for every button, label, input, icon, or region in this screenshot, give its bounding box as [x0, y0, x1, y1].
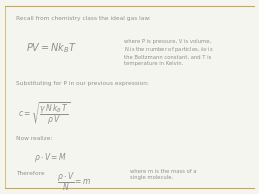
- Text: $c = \sqrt{\dfrac{\gamma\, N\, k_B\, T}{\rho\, V}}$: $c = \sqrt{\dfrac{\gamma\, N\, k_B\, T}{…: [18, 101, 71, 128]
- Text: $PV = Nk_B T$: $PV = Nk_B T$: [26, 41, 77, 55]
- Text: $\rho \cdot V = M$: $\rho \cdot V = M$: [34, 151, 67, 164]
- Text: Now realize:: Now realize:: [16, 136, 52, 141]
- Text: where P is pressure, V is volume,
N is the number of particles, $k_B$ is
the Bol: where P is pressure, V is volume, N is t…: [124, 39, 214, 66]
- Text: $\dfrac{\rho \cdot V}{N} = m$: $\dfrac{\rho \cdot V}{N} = m$: [57, 171, 92, 193]
- Text: Therefore: Therefore: [16, 171, 44, 176]
- Text: where m is the mass of a
single molecule.: where m is the mass of a single molecule…: [130, 169, 196, 180]
- Text: Recall from chemistry class the ideal gas law:: Recall from chemistry class the ideal ga…: [16, 16, 150, 21]
- Text: Substituting for P in our previous expression:: Substituting for P in our previous expre…: [16, 81, 148, 87]
